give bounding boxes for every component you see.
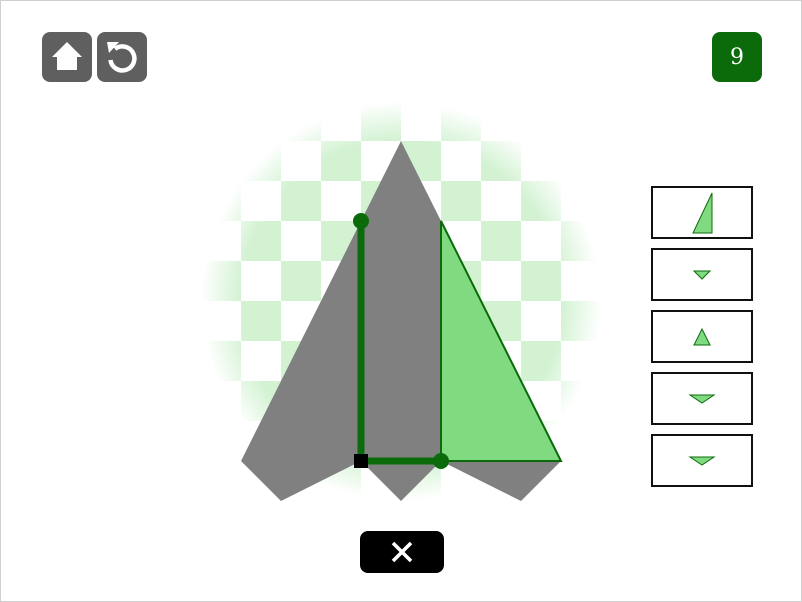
piece-slot-right-triangle-tall[interactable] (651, 186, 753, 239)
home-icon (52, 42, 82, 70)
checker-cell (441, 181, 481, 221)
triangle-icon (688, 394, 716, 404)
piece-slot-small-triangle-down[interactable] (651, 248, 753, 301)
checker-cell (481, 141, 521, 181)
checker-cell (481, 221, 521, 261)
checker-cell (441, 101, 481, 141)
home-button[interactable] (42, 32, 92, 82)
piece-slot-flat-triangle-down-wide[interactable] (651, 434, 753, 487)
checker-cell (561, 301, 601, 341)
triangle-icon (692, 270, 712, 280)
piece-panel (651, 186, 753, 496)
checker-cell (561, 461, 601, 501)
checker-cell (561, 221, 601, 261)
triangle-icon (688, 456, 716, 466)
checker-cell (201, 261, 241, 301)
top-handle[interactable] (353, 213, 369, 229)
close-button[interactable] (360, 531, 444, 573)
puzzle-board[interactable] (201, 101, 601, 501)
placed-triangle-piece[interactable] (440, 220, 563, 462)
checker-cell (201, 101, 241, 141)
checker-cell (561, 381, 601, 421)
checker-cell (201, 181, 241, 221)
checker-cell (281, 101, 321, 141)
checker-cell (561, 141, 601, 181)
checker-cell (281, 261, 321, 301)
piece-slot-flat-triangle-down[interactable] (651, 372, 753, 425)
restart-button[interactable] (97, 32, 147, 82)
checker-cell (521, 261, 561, 301)
checker-cell (361, 101, 401, 141)
checker-cell (201, 341, 241, 381)
checker-cell (201, 421, 241, 461)
triangle-icon (692, 192, 713, 234)
piece-slot-small-triangle-up[interactable] (651, 310, 753, 363)
triangle-icon (693, 327, 711, 346)
checker-cell (521, 181, 561, 221)
level-number: 9 (730, 44, 744, 70)
restart-icon (107, 42, 137, 73)
checker-cell (281, 181, 321, 221)
checker-cell (241, 221, 281, 261)
close-icon (391, 541, 413, 563)
checker-cell (521, 341, 561, 381)
right-angle-marker (354, 454, 368, 468)
checker-cell (241, 141, 281, 181)
level-badge: 9 (712, 32, 762, 82)
checker-cell (321, 141, 361, 181)
checker-cell (521, 101, 561, 141)
right-handle[interactable] (433, 453, 449, 469)
checker-cell (241, 301, 281, 341)
